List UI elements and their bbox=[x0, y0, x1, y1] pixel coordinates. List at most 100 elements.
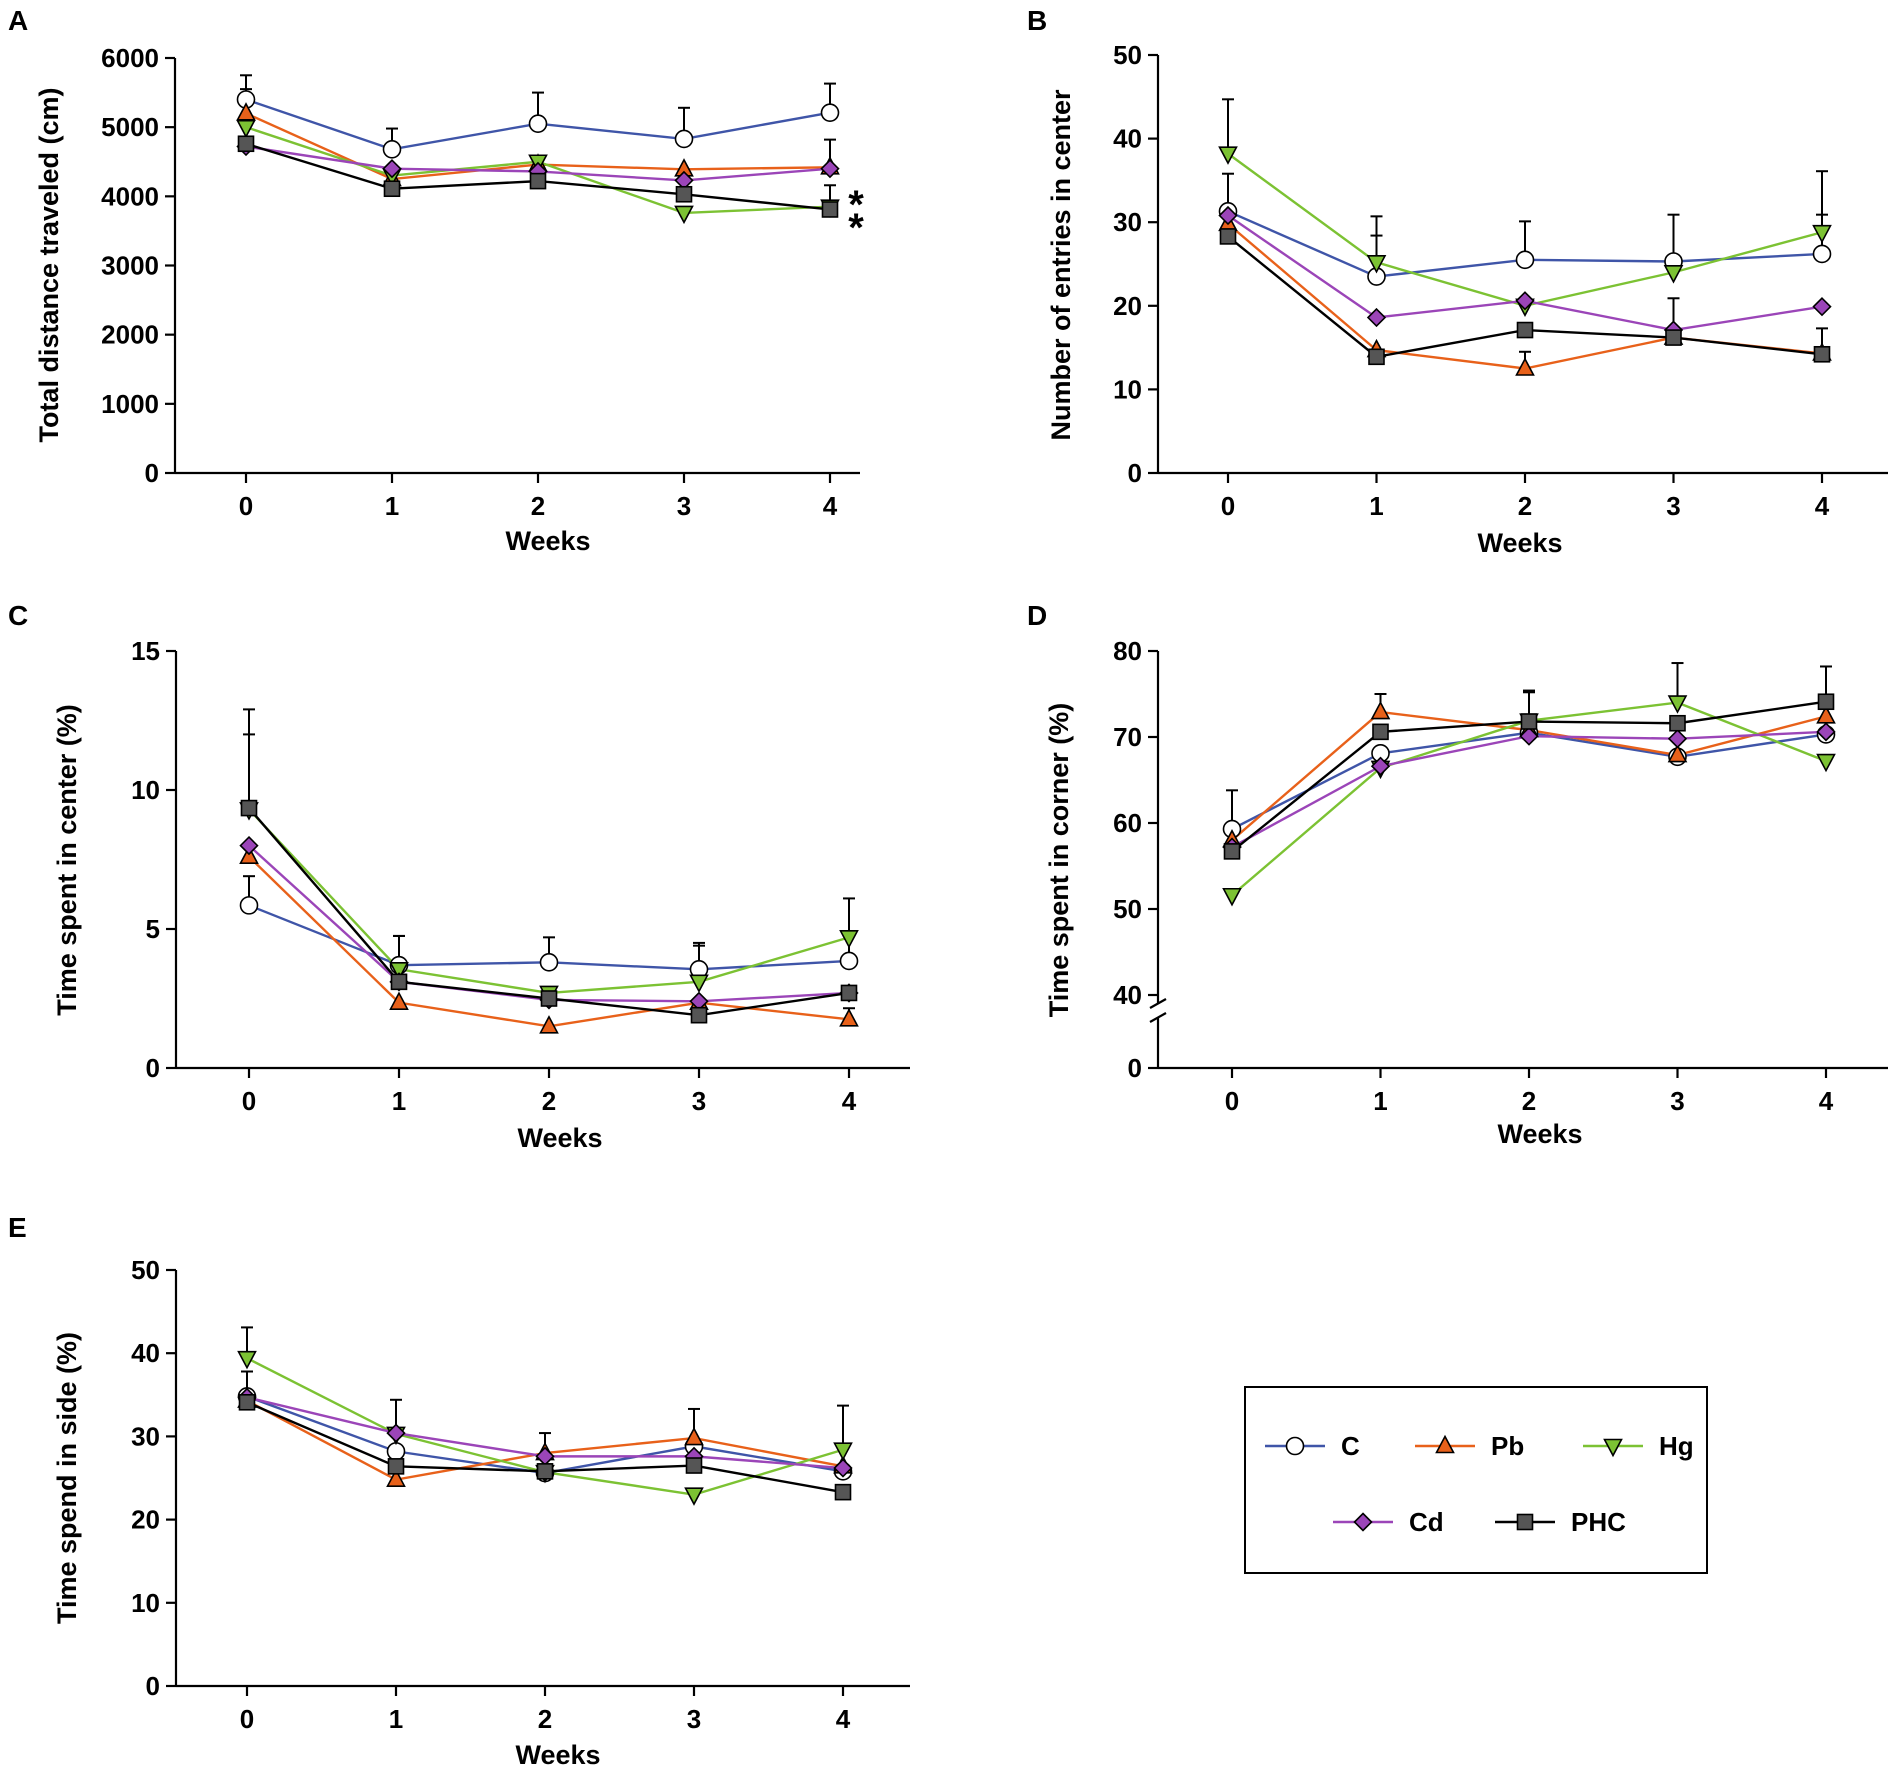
legend-label: PHC bbox=[1571, 1507, 1626, 1537]
data-point-cd bbox=[386, 1423, 406, 1443]
data-point-hg bbox=[237, 1350, 257, 1370]
y-tick-label: 40 bbox=[1113, 980, 1142, 1010]
y-tick-label: 15 bbox=[131, 636, 160, 666]
y-tick-label: 0 bbox=[145, 458, 159, 488]
legend-entry-hg: Hg bbox=[1583, 1431, 1694, 1461]
data-point-phc bbox=[387, 1458, 405, 1475]
y-tick-label: 0 bbox=[146, 1671, 160, 1701]
y-tick-label: 0 bbox=[1128, 458, 1142, 488]
panel-c: C 0 5 10 15 0 1 2 3 4 Weeks Time spent in center (%… bbox=[8, 600, 910, 1153]
data-point-phc bbox=[1368, 348, 1385, 366]
x-axis-title: Weeks bbox=[515, 1740, 600, 1770]
data-point-pb bbox=[236, 102, 256, 121]
data-point-phc bbox=[685, 1457, 703, 1474]
y-axis-title: Time spent in center (%) bbox=[52, 704, 82, 1016]
panel-a-letter: A bbox=[8, 5, 28, 36]
legend-entry-cd: Cd bbox=[1333, 1507, 1444, 1537]
y-tick-label: 10 bbox=[1113, 374, 1142, 404]
x-axis-title: Weeks bbox=[517, 1123, 602, 1153]
panel-e-letter: E bbox=[8, 1212, 27, 1243]
markers-phc bbox=[237, 135, 839, 218]
panel-b: B 0 10 20 30 40 50 0 1 2 3 4 Weeks Number of entries … bbox=[1027, 5, 1888, 558]
panel-b-letter: B bbox=[1027, 5, 1047, 36]
x-tick-label: 4 bbox=[842, 1086, 857, 1116]
markers-phc bbox=[240, 799, 858, 1024]
data-point-cd bbox=[1370, 756, 1391, 776]
data-point-c bbox=[1812, 244, 1832, 264]
data-point-cd bbox=[820, 159, 840, 179]
x-tick-label: 0 bbox=[1225, 1086, 1239, 1116]
y-tick-label: 2000 bbox=[101, 320, 159, 350]
data-point-hg bbox=[1218, 146, 1238, 165]
data-point-pb bbox=[1667, 743, 1688, 763]
data-point-hg bbox=[1812, 224, 1832, 244]
data-point-pb bbox=[1515, 357, 1535, 376]
y-tick-label: 3000 bbox=[101, 251, 159, 281]
x-tick-label: 3 bbox=[677, 491, 691, 521]
data-point-hg bbox=[236, 119, 256, 139]
markers-phc bbox=[1219, 228, 1831, 366]
x-axis-title: Weeks bbox=[1477, 528, 1562, 558]
x-tick-label: 4 bbox=[1819, 1086, 1834, 1116]
legend-label: Cd bbox=[1409, 1507, 1444, 1537]
plot-area bbox=[236, 74, 840, 225]
legend-entry-c: C bbox=[1265, 1431, 1360, 1461]
plot-area bbox=[1218, 98, 1832, 376]
data-point-phc bbox=[1372, 723, 1389, 741]
y-tick-label: 0 bbox=[146, 1053, 160, 1083]
data-point-c bbox=[386, 1442, 406, 1461]
y-axis-title: Time spend in side (%) bbox=[52, 1332, 82, 1624]
legend-marker-cd bbox=[1353, 1512, 1373, 1532]
data-point-cd bbox=[1812, 297, 1832, 317]
legend-entry-phc: PHC bbox=[1495, 1507, 1626, 1537]
x-tick-label: 1 bbox=[392, 1086, 406, 1116]
data-point-phc bbox=[821, 201, 839, 218]
y-tick-label: 20 bbox=[131, 1505, 160, 1535]
data-point-phc bbox=[238, 1393, 256, 1411]
markers-phc bbox=[1223, 693, 1835, 860]
x-tick-label: 2 bbox=[531, 491, 545, 521]
y-tick-label: 80 bbox=[1113, 636, 1142, 666]
x-tick-label: 4 bbox=[1815, 491, 1830, 521]
y-tick-label: 30 bbox=[1113, 207, 1142, 237]
data-point-phc bbox=[1665, 329, 1682, 346]
y-tick-label: 40 bbox=[131, 1338, 160, 1368]
x-tick-label: 3 bbox=[1666, 491, 1680, 521]
data-point-hg bbox=[689, 974, 709, 994]
legend-label: C bbox=[1341, 1431, 1360, 1461]
data-point-pb bbox=[389, 991, 409, 1010]
data-point-hg bbox=[684, 1487, 704, 1506]
data-point-hg bbox=[674, 205, 694, 225]
markers-c bbox=[236, 90, 840, 159]
data-point-hg bbox=[1663, 265, 1684, 284]
x-tick-label: 2 bbox=[542, 1086, 556, 1116]
x-axis-title: Weeks bbox=[505, 526, 590, 556]
legend-marker-pb bbox=[1435, 1434, 1455, 1454]
legend-marker-hg bbox=[1603, 1438, 1623, 1458]
y-tick-label: 50 bbox=[1113, 894, 1142, 924]
data-point-cd bbox=[1519, 726, 1539, 746]
panel-d-letter: D bbox=[1027, 600, 1047, 631]
data-point-cd bbox=[382, 159, 402, 179]
data-point-phc bbox=[1669, 714, 1686, 732]
axis-break-mark-upper bbox=[1149, 998, 1167, 1009]
y-tick-label: 4000 bbox=[101, 181, 159, 211]
plot-area bbox=[1222, 662, 1836, 907]
legend-entry-pb: Pb bbox=[1415, 1431, 1524, 1461]
data-point-c bbox=[382, 140, 402, 159]
data-point-phc bbox=[1516, 321, 1534, 339]
y-axis-title: Time spent in corner (%) bbox=[1044, 703, 1074, 1018]
y-tick-label: 20 bbox=[1113, 291, 1142, 321]
data-point-phc bbox=[1223, 843, 1241, 860]
data-point-c bbox=[820, 103, 840, 122]
data-point-c bbox=[528, 114, 548, 134]
y-tick-label: 5 bbox=[146, 914, 160, 944]
y-tick-label: 0 bbox=[1128, 1053, 1142, 1083]
plot-area bbox=[239, 708, 859, 1034]
x-tick-label: 3 bbox=[692, 1086, 706, 1116]
data-point-hg bbox=[1667, 695, 1688, 714]
data-point-phc bbox=[390, 973, 408, 991]
plot-area bbox=[237, 1326, 853, 1506]
x-tick-label: 0 bbox=[1221, 491, 1235, 521]
